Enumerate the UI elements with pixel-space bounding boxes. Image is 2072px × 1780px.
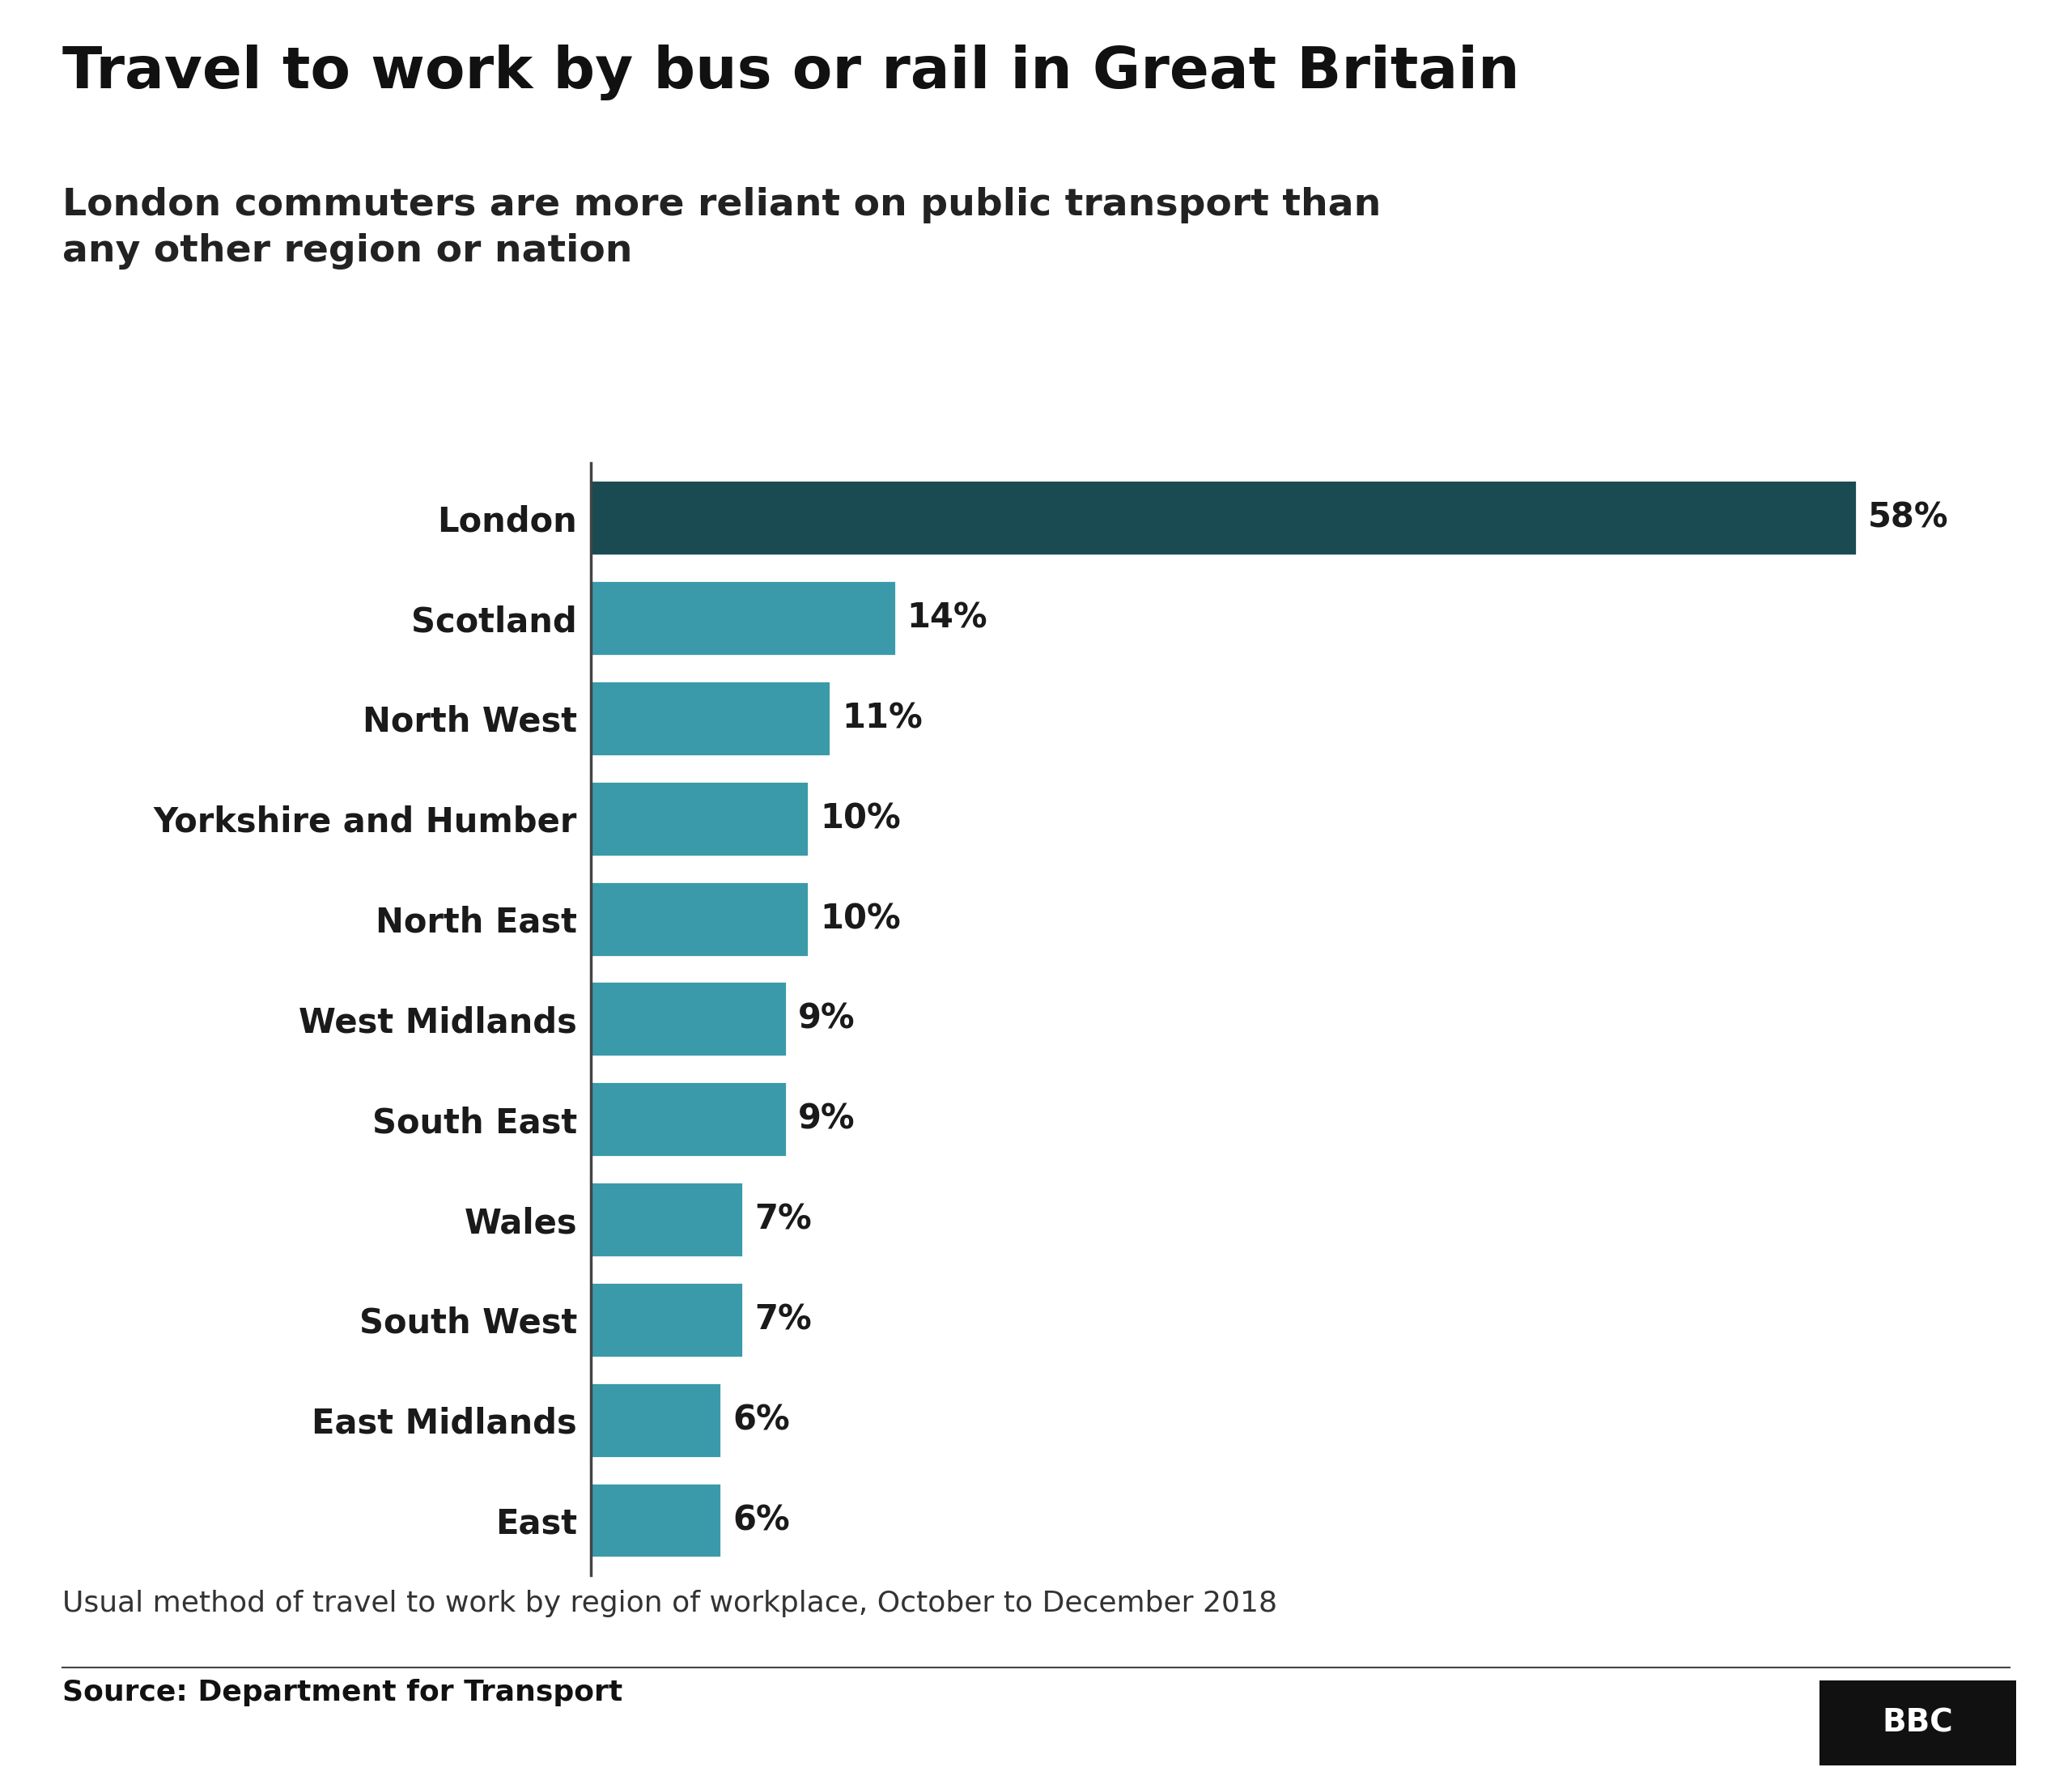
Text: Travel to work by bus or rail in Great Britain: Travel to work by bus or rail in Great B… [62, 44, 1519, 100]
Text: 6%: 6% [733, 1403, 789, 1436]
Text: Usual method of travel to work by region of workplace, October to December 2018: Usual method of travel to work by region… [62, 1590, 1276, 1616]
Bar [591, 1383, 721, 1458]
Text: 11%: 11% [841, 701, 922, 735]
Bar [591, 881, 808, 956]
Bar [591, 1483, 721, 1558]
Bar [591, 1082, 787, 1157]
Text: 9%: 9% [798, 1002, 856, 1036]
Text: 14%: 14% [908, 602, 988, 635]
Bar [591, 1182, 744, 1257]
Text: 6%: 6% [733, 1502, 789, 1538]
Text: 58%: 58% [1869, 500, 1948, 536]
Bar [591, 781, 808, 856]
Bar [591, 680, 831, 756]
Text: 9%: 9% [798, 1102, 856, 1136]
Bar [591, 481, 1857, 555]
Bar [591, 1282, 744, 1358]
Text: 7%: 7% [754, 1303, 812, 1337]
Text: BBC: BBC [1881, 1707, 1954, 1739]
Text: London commuters are more reliant on public transport than
any other region or n: London commuters are more reliant on pub… [62, 187, 1380, 269]
Bar [591, 981, 787, 1057]
Text: 10%: 10% [821, 902, 901, 936]
Text: 10%: 10% [821, 801, 901, 835]
Text: Source: Department for Transport: Source: Department for Transport [62, 1679, 622, 1705]
Text: 7%: 7% [754, 1203, 812, 1237]
Bar [591, 580, 897, 655]
